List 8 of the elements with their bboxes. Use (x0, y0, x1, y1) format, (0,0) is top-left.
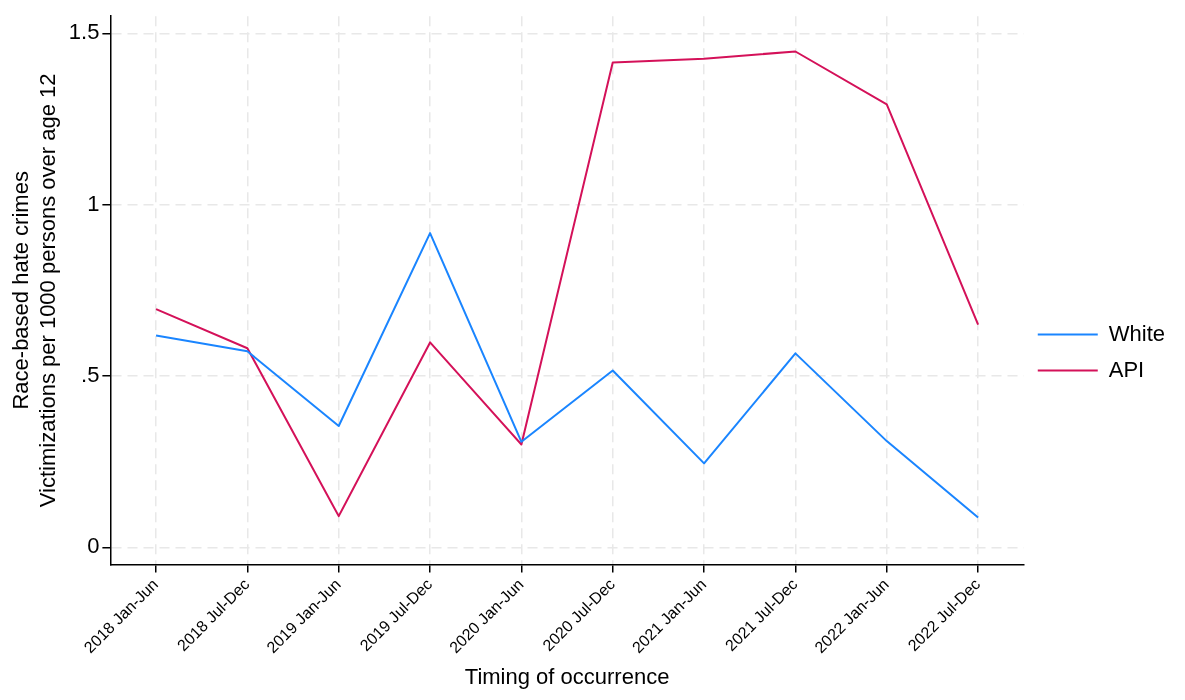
x-axis-title: Timing of occurrence (464, 663, 670, 689)
y-axis-title: Race-based hate crimes Victimizations per 1000 persons over age 12 (8, 73, 60, 508)
y-tick-label: 1 (87, 190, 100, 216)
legend-label: White (1108, 320, 1166, 346)
legend-label: API (1108, 356, 1145, 382)
y-tick-label: .5 (81, 362, 100, 388)
y-tick-label: 1.5 (68, 19, 100, 45)
y-tick-label: 0 (87, 533, 100, 559)
